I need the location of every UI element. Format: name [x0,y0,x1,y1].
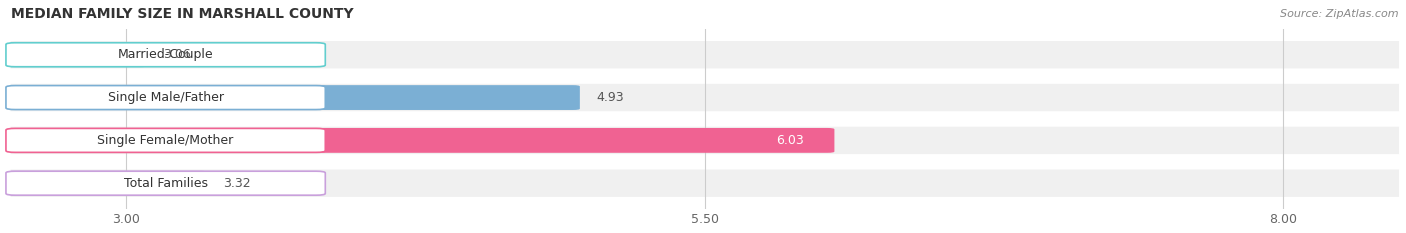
FancyBboxPatch shape [4,171,207,196]
FancyBboxPatch shape [11,169,1399,197]
Text: Total Families: Total Families [124,177,208,190]
FancyBboxPatch shape [11,127,1399,154]
FancyBboxPatch shape [11,84,1399,111]
FancyBboxPatch shape [6,171,325,195]
Text: 4.93: 4.93 [596,91,624,104]
Text: MEDIAN FAMILY SIZE IN MARSHALL COUNTY: MEDIAN FAMILY SIZE IN MARSHALL COUNTY [11,7,353,21]
Text: 3.06: 3.06 [163,48,191,61]
FancyBboxPatch shape [4,42,148,67]
Text: Single Female/Mother: Single Female/Mother [97,134,233,147]
Text: Married-Couple: Married-Couple [118,48,214,61]
Text: Single Male/Father: Single Male/Father [108,91,224,104]
FancyBboxPatch shape [6,128,325,152]
FancyBboxPatch shape [6,43,325,67]
FancyBboxPatch shape [11,41,1399,69]
Text: 6.03: 6.03 [776,134,804,147]
Text: Source: ZipAtlas.com: Source: ZipAtlas.com [1281,9,1399,19]
FancyBboxPatch shape [4,128,834,153]
FancyBboxPatch shape [4,85,579,110]
FancyBboxPatch shape [6,86,325,110]
Text: 3.32: 3.32 [224,177,252,190]
